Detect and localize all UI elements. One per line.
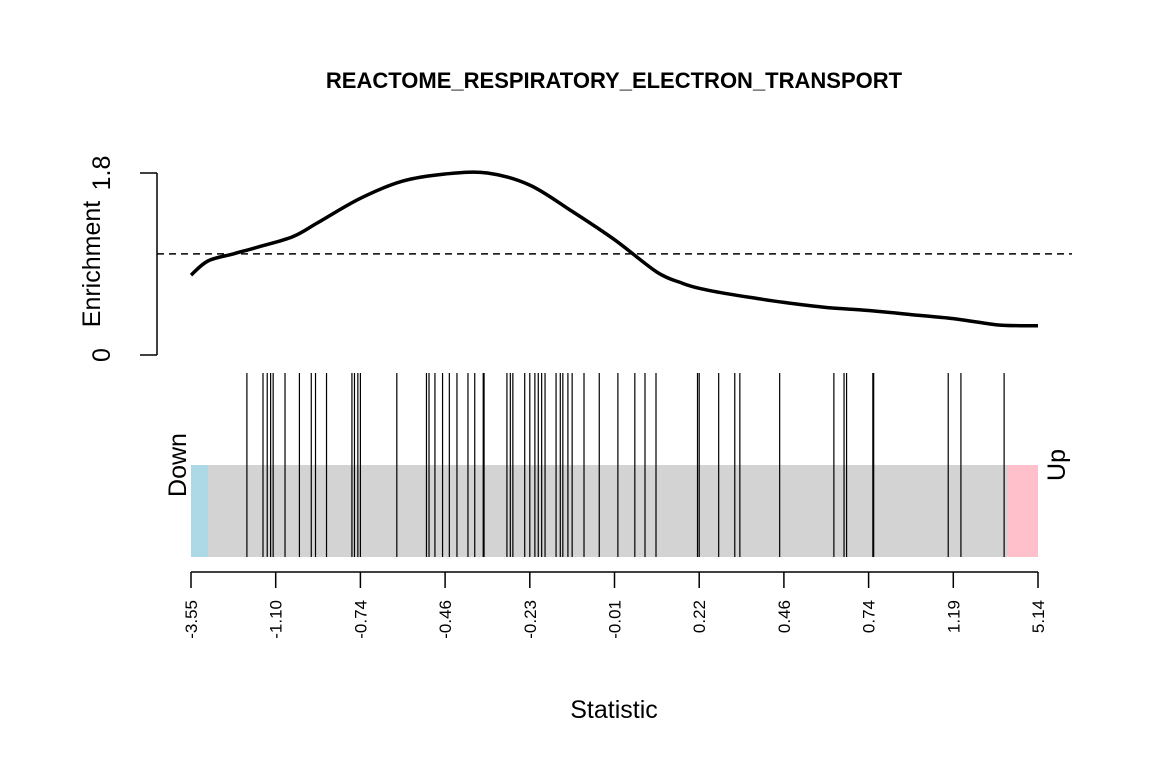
enrichment-tick-label-bottom: 0 [88,348,116,362]
x-tick-label: 0.22 [690,600,709,633]
x-ticks: -3.55 -1.10 -0.74 -0.46 -0.23 -0.01 0.22 0.46 0.… [182,572,1048,639]
x-tick-label: -0.01 [606,600,625,639]
x-tick-label: -3.55 [182,600,201,639]
x-tick-label: -0.74 [351,600,370,639]
barcode-lines [246,373,1005,557]
x-tick-label: -0.46 [436,600,455,639]
barcode-panel: Down Up [164,373,1071,557]
x-tick-label: -1.10 [267,600,286,639]
down-label: Down [164,433,192,497]
chart-title: REACTOME_RESPIRATORY_ELECTRON_TRANSPORT [326,68,903,93]
x-axis: -3.55 -1.10 -0.74 -0.46 -0.23 -0.01 0.22 0.46 0.… [182,571,1048,639]
up-label: Up [1043,449,1071,481]
barcode-background-bar [191,465,1038,557]
enrichment-panel: 1.8 0 Enrichment [78,156,1072,362]
up-region [1007,465,1038,557]
x-tick-label: 5.14 [1029,600,1048,633]
x-tick-label: -0.23 [521,600,540,639]
enrichment-tick-label-top: 1.8 [88,156,116,191]
down-region [191,465,208,557]
x-tick-label: 0.74 [860,600,879,633]
x-tick-label: 1.19 [944,600,963,633]
x-axis-label: Statistic [570,696,658,724]
enrichment-axis-label: Enrichment [78,201,106,327]
x-tick-label: 0.46 [775,600,794,633]
enrichment-curve [189,170,1039,328]
